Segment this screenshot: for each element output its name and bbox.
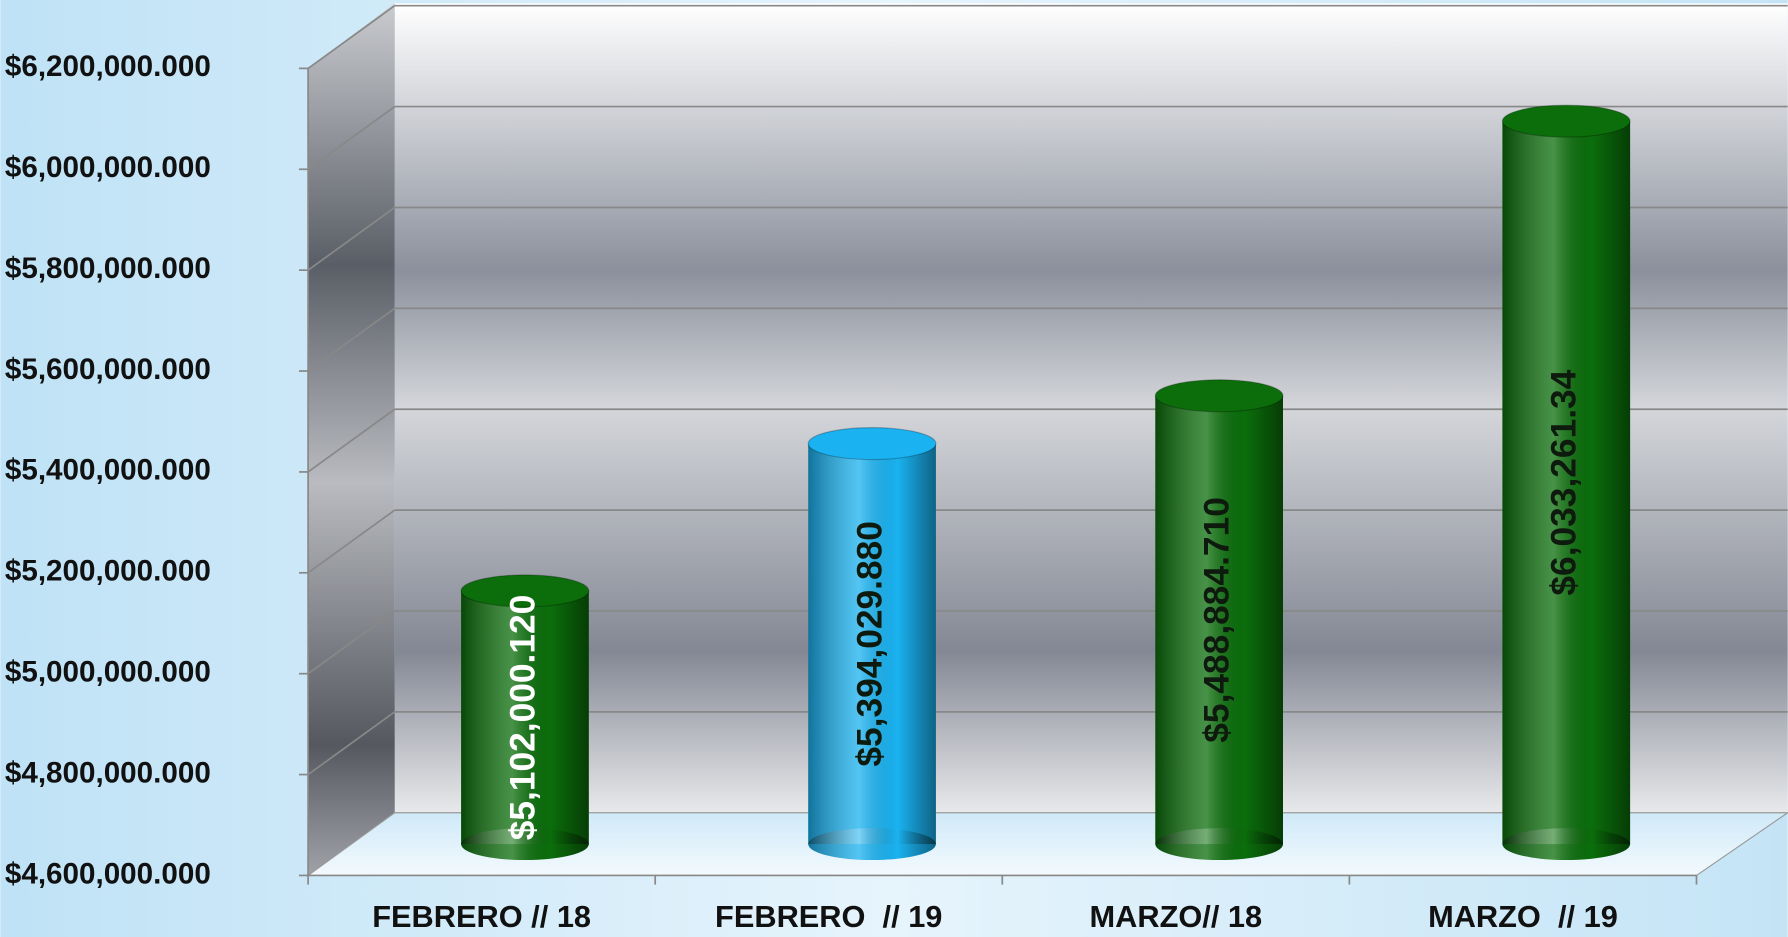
bar-shade xyxy=(1502,121,1631,845)
bar-top xyxy=(1154,379,1284,413)
y-tick-label: $5,400,000.000 xyxy=(5,454,211,487)
x-tick-label: FEBRERO // 19 xyxy=(715,899,942,934)
grid-line xyxy=(307,206,396,271)
y-tick-label: $5,600,000.000 xyxy=(5,353,211,386)
bar-base-shade xyxy=(461,828,589,861)
bar-shade xyxy=(1155,395,1283,845)
grid-line xyxy=(307,105,396,170)
bar-base-shade xyxy=(1502,828,1631,861)
x-tick-label: MARZO // 19 xyxy=(1428,899,1618,934)
y-tick-label: $4,800,000.000 xyxy=(5,756,211,789)
x-tick-label: FEBRERO // 18 xyxy=(372,899,591,934)
bar-shade xyxy=(808,443,936,845)
bar-base-shade xyxy=(1155,828,1283,861)
grid-line xyxy=(307,610,396,675)
y-tick-label: $5,800,000.000 xyxy=(5,252,211,285)
value-label: $6,033,261.34 xyxy=(1545,369,1584,595)
bar-base-shade xyxy=(808,828,936,861)
y-tick-label: $4,600,000.000 xyxy=(5,857,211,890)
grid-line xyxy=(307,509,396,574)
y-tick-label: $6,200,000.000 xyxy=(5,50,211,83)
value-label: $5,488,884.710 xyxy=(1197,497,1236,743)
bar-top xyxy=(460,574,590,608)
bar-top xyxy=(807,427,937,461)
y-tick-label: $5,200,000.000 xyxy=(5,555,211,588)
value-label: $5,394,029.880 xyxy=(850,521,889,767)
bar-top xyxy=(1501,104,1631,138)
side-wall xyxy=(308,3,395,876)
bar-shade xyxy=(461,590,589,845)
x-tick-label: MARZO// 18 xyxy=(1090,899,1263,934)
grid-line xyxy=(307,5,396,70)
grid-line xyxy=(307,408,396,473)
grid-line xyxy=(307,711,396,776)
grid-line xyxy=(307,307,396,372)
value-label: $5,102,000.120 xyxy=(503,595,542,841)
y-tick-label: $6,000,000.000 xyxy=(5,151,211,184)
y-tick-label: $5,000,000.000 xyxy=(5,656,211,689)
